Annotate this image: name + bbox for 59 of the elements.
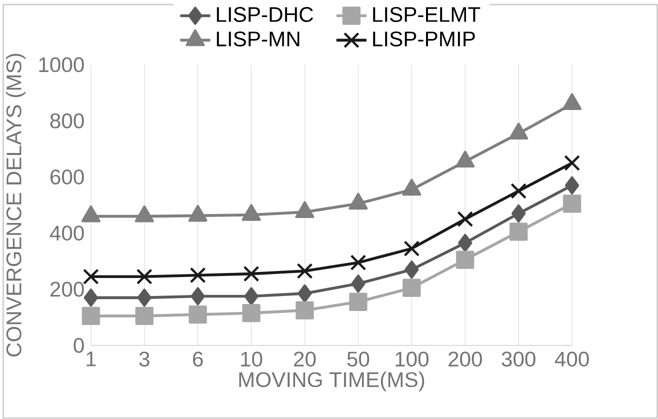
point: [190, 267, 206, 284]
point: [296, 263, 313, 280]
point: [82, 268, 99, 285]
x-tick-label: 3: [139, 352, 150, 367]
point: [298, 284, 312, 303]
legend-label: LISP-PMIP: [373, 32, 475, 47]
legend-label: LISP-ELMT: [373, 7, 480, 22]
point: [135, 306, 154, 326]
point: [404, 260, 419, 279]
point: [564, 176, 580, 195]
point: [82, 306, 100, 326]
point: [348, 192, 368, 210]
point: [242, 304, 260, 322]
x-tick-label: 20: [294, 352, 316, 367]
x-tick-label: 200: [448, 352, 482, 367]
point: [349, 292, 368, 312]
point: [134, 206, 154, 222]
point: [188, 306, 207, 324]
y-axis-title: CONVERGENCE DELAYS (MS): [6, 54, 26, 357]
point: [244, 287, 258, 306]
point: [350, 254, 366, 271]
x-tick-label: 400: [554, 352, 589, 367]
point: [402, 278, 421, 298]
point: [243, 266, 260, 282]
x-tick-label: 300: [502, 352, 536, 367]
point: [512, 204, 526, 223]
legend-label: LISP-DHC: [216, 7, 314, 22]
point: [351, 274, 366, 293]
x-tick-label: 6: [193, 352, 203, 367]
point: [402, 178, 422, 196]
point: [457, 211, 474, 228]
y-tick-label: 800: [50, 113, 84, 128]
point: [137, 288, 152, 307]
point: [84, 288, 98, 307]
x-axis-title: MOVING TIME(MS): [239, 372, 424, 392]
point: [562, 194, 582, 213]
y-tick-label: 1000: [39, 57, 84, 72]
point: [456, 250, 474, 269]
point: [562, 93, 582, 110]
point: [510, 183, 527, 200]
legend-label: LISP-MN: [216, 32, 300, 47]
point: [81, 206, 100, 222]
point: [510, 222, 528, 241]
point: [404, 240, 420, 257]
x-tick-label: 10: [241, 352, 262, 367]
point: [136, 268, 152, 285]
point: [456, 150, 475, 168]
point: [509, 122, 528, 140]
point: [458, 234, 472, 252]
point: [295, 201, 314, 218]
x-tick-label: 1: [86, 352, 96, 366]
y-tick-label: 400: [50, 226, 84, 241]
point: [190, 287, 205, 306]
x-tick-label: 100: [396, 352, 428, 367]
y-tick-label: 200: [50, 282, 84, 297]
point: [296, 301, 314, 320]
x-tick-label: 50: [347, 352, 370, 367]
y-tick-label: 600: [50, 170, 84, 185]
y-tick-label: 0: [74, 338, 84, 353]
